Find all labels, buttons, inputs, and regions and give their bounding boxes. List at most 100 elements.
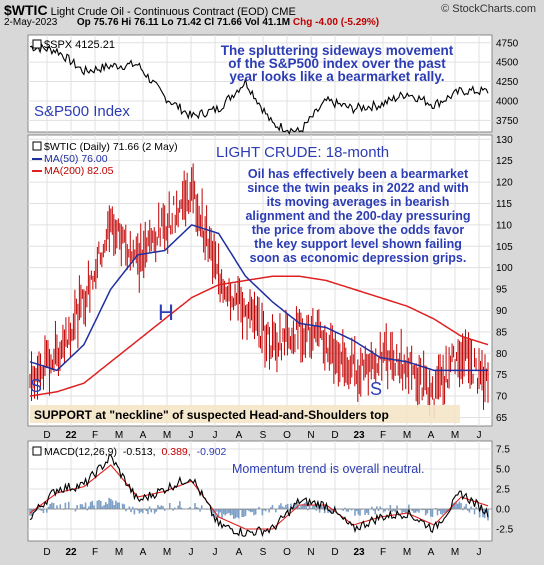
macd-legend-name: MACD(12,26,9): [44, 446, 117, 458]
x-tick-label: F: [380, 547, 386, 558]
macd-legend: MACD(12,26,9) -0.513, 0.389, -0.902: [32, 446, 227, 458]
y-tick-label: 105: [496, 242, 513, 253]
y-tick-label: 125: [496, 156, 513, 167]
x-tick-label: A: [236, 547, 243, 558]
ma200-legend-text: MA(200) 82.05: [44, 165, 114, 177]
macd-legend-hist: -0.902: [197, 446, 227, 458]
y-tick-label: 100: [496, 263, 513, 274]
volume-value: Vol 41.1M: [244, 17, 291, 28]
x-tick-label: M: [451, 430, 459, 441]
x-tick-label: O: [283, 430, 291, 441]
x-tick-label: A: [428, 547, 435, 558]
x-tick-label: F: [92, 547, 98, 558]
symbol: $WTIC: [4, 2, 48, 18]
y-tick-label: 65: [496, 413, 508, 424]
x-tick-label: F: [92, 430, 98, 441]
ma200-line: [29, 275, 489, 397]
exchange: CME: [271, 6, 296, 18]
x-tick-label: J: [477, 547, 482, 558]
svg-text:MACD(12,26,9) -0.513,: MACD(12,26,9) -0.513, 0.389, -0.902: [44, 446, 227, 458]
spx-legend: $SPX 4125.21: [32, 39, 115, 51]
x-tick-label: 22: [65, 547, 77, 558]
x-tick-label: J: [189, 430, 194, 441]
macd-line: [29, 454, 489, 538]
high-value: Hi 76.11: [121, 17, 159, 28]
x-tick-label: S: [260, 547, 267, 558]
left-shoulder-label: S: [30, 376, 42, 396]
change-value: Chg -4.00 (-5.29%): [292, 17, 380, 28]
macd-legend-signal: 0.389,: [162, 446, 191, 458]
macd-annotation: Momentum trend is overall neutral.: [232, 462, 424, 476]
spx-annotation-line-1: The spluttering sideways movement: [221, 43, 454, 58]
x-tick-label: M: [163, 430, 171, 441]
x-tick-label: M: [451, 547, 459, 558]
x-tick-label: J: [213, 547, 218, 558]
x-tick-label: O: [283, 547, 291, 558]
y-tick-label: 75: [496, 370, 508, 381]
x-tick-label: J: [477, 430, 482, 441]
spx-line: [29, 43, 489, 135]
y-tick-label: 115: [496, 199, 512, 210]
price-annotation-line-4: alignment and the 200-day pressuring: [245, 209, 470, 223]
price-annotation-line-3: its moving averages in bearish: [267, 195, 450, 209]
x-tick-label: 23: [353, 430, 365, 441]
price-annotation-line-7: soon as economic depression grips.: [250, 251, 467, 265]
macd-panel: [27, 440, 493, 542]
x-tick-label: N: [307, 430, 314, 441]
x-tick-label: D: [43, 547, 50, 558]
spx-annotation-line-2: of the S&P500 index over the past: [228, 56, 446, 71]
price-annotation-line-6: the key support level shown failing: [254, 237, 462, 251]
y-tick-label: 95: [496, 285, 508, 296]
price-annotation: Oil has effectively been a bearmarket si…: [245, 167, 470, 265]
low-value: Lo 71.42: [161, 17, 202, 28]
price-annotation-line-2: since the twin peaks in 2022 and with: [247, 181, 469, 195]
y-tick-label: 85: [496, 327, 508, 338]
x-tick-label: A: [428, 430, 435, 441]
x-tick-label: M: [115, 547, 123, 558]
price-legend: $WTIC (Daily) 71.66 (2 May) MA(50) 76.00…: [32, 141, 178, 177]
instrument-name: Light Crude Oil - Continuous Contract (E…: [50, 6, 269, 18]
y-tick-label: 3750: [496, 116, 519, 127]
x-tick-label: N: [307, 547, 314, 558]
y-tick-label: 4750: [496, 38, 519, 49]
x-tick-label: A: [140, 547, 147, 558]
ma50-line: [29, 224, 488, 372]
spx-annotation-line-3: year looks like a bearmarket rally.: [229, 69, 444, 84]
x-tick-label: M: [403, 547, 411, 558]
macd-legend-macd: -0.513,: [123, 446, 156, 458]
close-value: Cl 71.66: [204, 17, 242, 28]
x-tick-label: S: [260, 430, 267, 441]
x-tick-label: J: [213, 430, 218, 441]
y-tick-label: 4000: [496, 96, 519, 107]
right-shoulder-label: S: [370, 379, 382, 399]
price-annotation-line-1: Oil has effectively been a bearmarket: [248, 167, 469, 181]
date: 2-May-2023: [4, 17, 58, 28]
x-tick-label: F: [380, 430, 386, 441]
y-tick-label: 130: [496, 135, 513, 146]
x-tick-label: 23: [353, 547, 365, 558]
chart-header: $WTIC Light Crude Oil - Continuous Contr…: [4, 2, 540, 34]
x-tick-label: D: [331, 547, 338, 558]
brand-link[interactable]: © StockCharts.com: [441, 3, 536, 15]
x-tick-label: 22: [65, 430, 77, 441]
y-tick-label: -2.5: [496, 525, 514, 536]
price-title: LIGHT CRUDE: 18-month: [216, 144, 389, 161]
spx-panel: [27, 34, 493, 133]
x-tick-label: M: [163, 547, 171, 558]
y-tick-label: 7.5: [496, 445, 510, 456]
y-tick-label: 2.5: [496, 485, 510, 496]
y-tick-label: 90: [496, 306, 508, 317]
x-tick-label: J: [189, 547, 194, 558]
spx-legend-text: $SPX 4125.21: [44, 39, 115, 51]
support-band: [30, 405, 460, 423]
x-tick-label: M: [403, 430, 411, 441]
x-tick-label: M: [115, 430, 123, 441]
y-tick-label: 110: [496, 220, 512, 231]
x-tick-label: D: [331, 430, 338, 441]
y-tick-label: 120: [496, 178, 513, 189]
x-tick-label: A: [140, 430, 147, 441]
head-label: H: [158, 300, 174, 325]
support-label: SUPPORT at "neckline" of suspected Head-…: [34, 408, 389, 422]
price-legend-text: $WTIC (Daily) 71.66 (2 May): [44, 141, 178, 153]
